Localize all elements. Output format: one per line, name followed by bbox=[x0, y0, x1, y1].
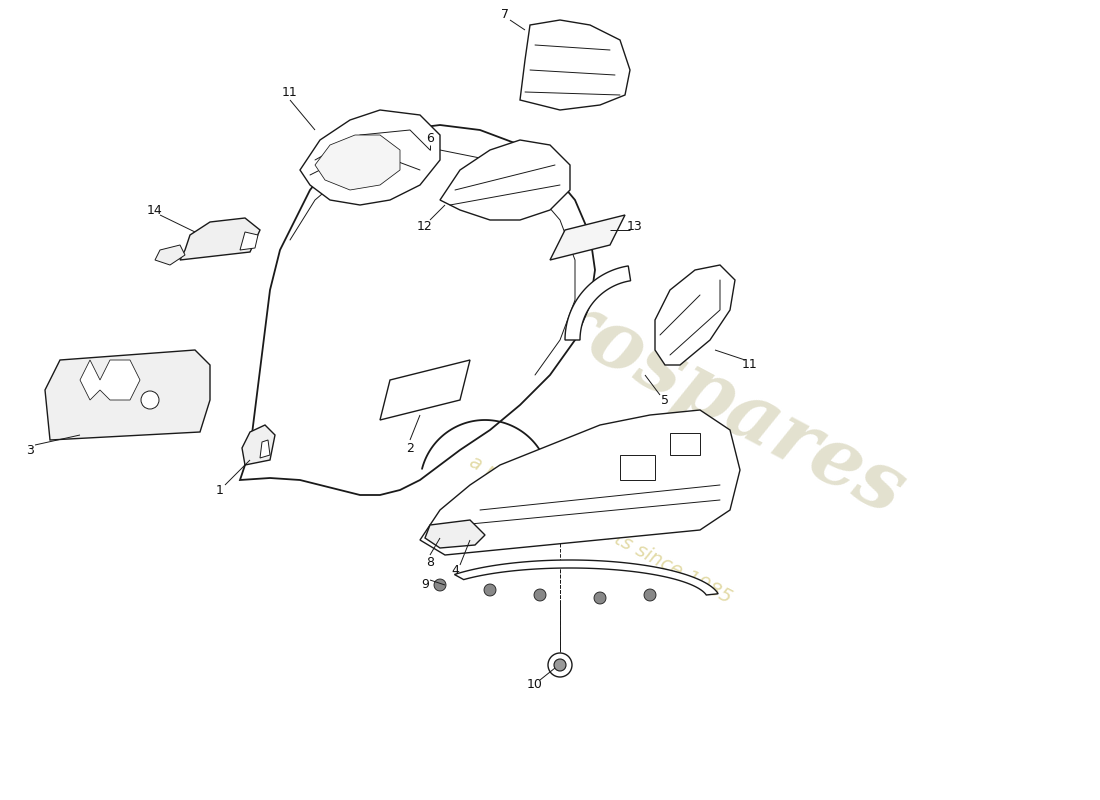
Circle shape bbox=[141, 391, 160, 409]
Text: 2: 2 bbox=[406, 442, 414, 454]
Circle shape bbox=[548, 653, 572, 677]
Polygon shape bbox=[654, 265, 735, 365]
Polygon shape bbox=[550, 215, 625, 260]
Text: 12: 12 bbox=[417, 221, 433, 234]
Circle shape bbox=[554, 659, 566, 671]
Text: eurospares: eurospares bbox=[442, 229, 918, 531]
Text: 14: 14 bbox=[147, 203, 163, 217]
Text: 9: 9 bbox=[421, 578, 429, 591]
Text: a passion for parts since 1985: a passion for parts since 1985 bbox=[465, 453, 735, 607]
Text: 6: 6 bbox=[426, 131, 433, 145]
Polygon shape bbox=[242, 425, 275, 465]
Text: 7: 7 bbox=[500, 9, 509, 22]
Polygon shape bbox=[425, 520, 485, 548]
Text: 5: 5 bbox=[661, 394, 669, 406]
Bar bbox=[620, 455, 654, 480]
Text: 8: 8 bbox=[426, 555, 434, 569]
Polygon shape bbox=[379, 360, 470, 420]
Polygon shape bbox=[80, 360, 140, 400]
Circle shape bbox=[594, 592, 606, 604]
Text: 10: 10 bbox=[527, 678, 543, 691]
Circle shape bbox=[644, 589, 656, 601]
Circle shape bbox=[434, 579, 446, 591]
Text: 4: 4 bbox=[451, 563, 459, 577]
Text: 1: 1 bbox=[216, 483, 224, 497]
Polygon shape bbox=[155, 245, 185, 265]
Polygon shape bbox=[180, 218, 260, 260]
Polygon shape bbox=[420, 410, 740, 555]
Polygon shape bbox=[520, 20, 630, 110]
Polygon shape bbox=[240, 125, 595, 495]
Polygon shape bbox=[454, 560, 718, 595]
Circle shape bbox=[534, 589, 546, 601]
Circle shape bbox=[108, 368, 132, 392]
Bar bbox=[670, 433, 700, 455]
Circle shape bbox=[484, 584, 496, 596]
Text: 3: 3 bbox=[26, 443, 34, 457]
Polygon shape bbox=[315, 135, 400, 190]
Polygon shape bbox=[565, 266, 630, 340]
Polygon shape bbox=[45, 350, 210, 440]
Polygon shape bbox=[300, 110, 440, 205]
Text: 11: 11 bbox=[282, 86, 298, 99]
Polygon shape bbox=[240, 232, 258, 250]
Polygon shape bbox=[260, 440, 270, 458]
Text: 13: 13 bbox=[627, 221, 642, 234]
Text: 11: 11 bbox=[742, 358, 758, 371]
Polygon shape bbox=[440, 140, 570, 220]
